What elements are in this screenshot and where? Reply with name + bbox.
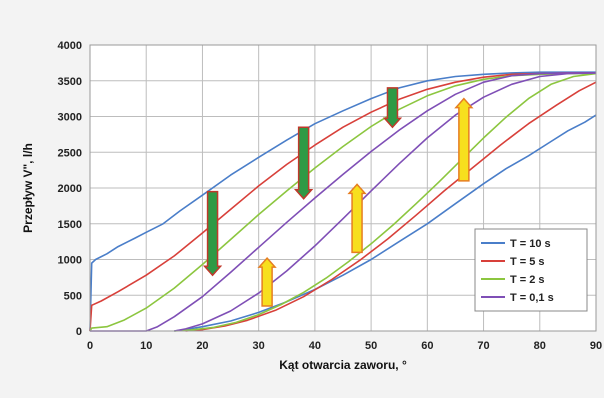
legend-label: T = 2 s	[510, 274, 545, 286]
y-tick-label: 2000	[58, 183, 82, 195]
legend-label: T = 0,1 s	[510, 292, 554, 304]
legend-label: T = 10 s	[510, 238, 551, 250]
y-tick-label: 0	[76, 326, 82, 338]
x-tick-label: 40	[309, 340, 321, 352]
up-arrow	[454, 97, 474, 182]
y-tick-label: 3500	[58, 76, 82, 88]
x-tick-label: 30	[253, 340, 265, 352]
x-tick-label: 10	[140, 340, 152, 352]
x-tick-label: 60	[421, 340, 433, 352]
series-line-opening-3	[90, 72, 596, 332]
x-axis-label: Kąt otwarcia zaworu, °	[279, 358, 407, 372]
plot-border	[89, 44, 597, 332]
series-line-opening-1	[89, 72, 596, 332]
x-tick-label: 0	[87, 340, 93, 352]
y-tick-label: 2500	[58, 147, 82, 159]
series-group	[89, 71, 597, 332]
y-tick-label: 3000	[58, 112, 82, 124]
x-tick-label: 70	[477, 340, 489, 352]
down-arrow	[382, 87, 403, 129]
x-axis-ticks: 0 10 20 30 40 50 60 70 80 90	[87, 340, 602, 352]
x-tick-label: 50	[365, 340, 377, 352]
y-tick-label: 4000	[58, 40, 82, 52]
x-tick-label: 80	[534, 340, 546, 352]
down-arrow	[293, 126, 314, 200]
y-axis-label: Przepływ V", l/h	[21, 143, 35, 233]
up-arrow	[347, 183, 367, 254]
arrow-annotations	[202, 87, 474, 307]
series-line-closing-3	[174, 72, 597, 332]
y-tick-label: 500	[64, 290, 82, 302]
series-line-closing-1	[185, 81, 597, 332]
series-line-opening-2	[89, 72, 596, 332]
up-arrow	[257, 256, 277, 307]
down-arrow	[202, 190, 223, 277]
y-tick-label: 1500	[58, 219, 82, 231]
series-line-opening-0	[89, 71, 596, 332]
x-tick-label: 90	[590, 340, 602, 352]
x-tick-label: 20	[196, 340, 208, 352]
series-line-closing-2	[174, 72, 597, 332]
y-axis-ticks: 0 500 1000 1500 2000 2500 3000 3500 4000	[58, 40, 82, 338]
series-line-closing-0	[174, 114, 597, 332]
legend-label: T = 5 s	[510, 256, 545, 268]
legend: T = 10 s T = 5 s T = 2 s T = 0,1 s	[474, 228, 588, 312]
y-tick-label: 1000	[58, 255, 82, 267]
